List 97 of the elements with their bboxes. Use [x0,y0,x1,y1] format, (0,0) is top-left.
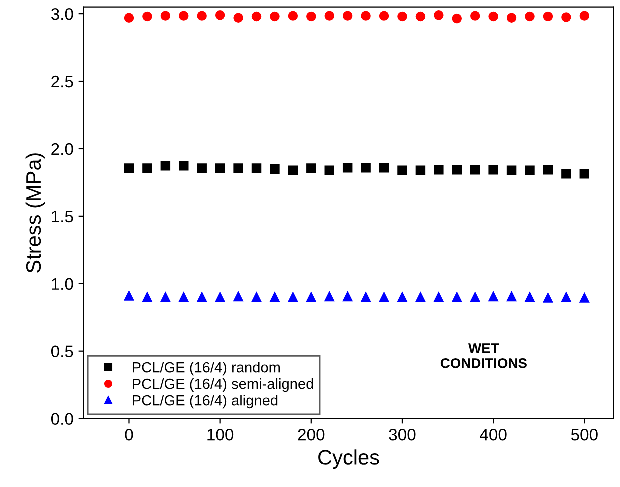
point [488,12,498,22]
point [470,292,480,302]
point [470,165,480,175]
x-tick-label: 100 [208,428,234,441]
point [197,164,207,174]
point [525,12,535,22]
point [398,166,408,176]
point [488,292,498,302]
point [361,163,371,173]
point [398,292,408,302]
point [179,11,189,21]
point [434,10,444,20]
x-axis-title: Cycles [318,450,380,470]
point [160,292,171,302]
point [179,160,189,171]
point [270,12,280,22]
point [416,166,426,176]
x-tick-label: 0 [125,428,134,441]
point [379,163,390,173]
point [215,10,226,20]
point [160,160,171,171]
y-axis-title: Stress (MPa) [26,154,46,273]
legend-label: PCL/GE (16/4) semi-aligned [133,378,314,392]
point [215,164,226,174]
point [452,165,462,175]
point [580,11,590,21]
point [288,11,298,21]
point [288,292,298,302]
x-tick-label: 500 [571,428,598,441]
point [543,293,554,303]
point [124,164,134,174]
point [160,11,171,21]
y-tick-label: 2.5 [52,76,74,88]
point [124,13,134,23]
point [197,292,207,302]
y-tick-label: 1.0 [52,278,74,290]
annotation: WET CONDITIONS [440,344,527,368]
point [252,292,262,302]
x-tick-label: 400 [480,428,507,441]
point [506,292,517,302]
x-tick-label: 300 [389,428,416,441]
y-tick-label: 1.5 [52,211,74,223]
point [252,12,262,22]
point [342,11,353,21]
point [543,165,554,175]
point [142,164,152,174]
point [525,166,535,176]
point [124,291,134,301]
y-tick-label: 2.0 [52,143,74,156]
point [543,12,554,22]
point [470,11,480,21]
point [361,11,371,21]
point [452,292,462,302]
x-tick-label: 200 [298,428,325,441]
point [179,292,189,302]
point [142,292,152,302]
point [288,166,298,176]
point [379,11,390,21]
point [398,12,408,22]
point [562,292,572,302]
point [434,292,444,302]
point [197,11,207,21]
point [342,163,353,173]
point [252,164,262,174]
point [142,12,152,22]
legend-label: PCL/GE (16/4) aligned [133,395,278,409]
point [361,292,371,302]
point [306,292,316,302]
legend-label: PCL/GE (16/4) random [133,362,280,376]
point [580,169,590,179]
point [234,164,244,174]
point [452,14,462,24]
point [306,164,316,174]
point [324,166,334,176]
point [324,292,334,302]
point [234,13,244,23]
point [270,164,280,174]
point [270,292,280,302]
point [379,292,390,302]
point [416,12,426,22]
point [215,292,226,302]
y-tick-label: 3.0 [51,8,74,20]
point [580,293,590,303]
point [488,165,498,175]
point [506,13,517,23]
y-tick-label: 0.0 [51,413,74,426]
point [306,12,316,22]
y-tick-label: 0.5 [51,346,74,358]
point [506,166,517,176]
point [234,292,244,302]
point [342,292,353,302]
point [525,292,535,302]
point [562,169,572,179]
point [416,292,426,302]
point [562,12,572,22]
point [324,11,334,21]
point [434,165,444,175]
